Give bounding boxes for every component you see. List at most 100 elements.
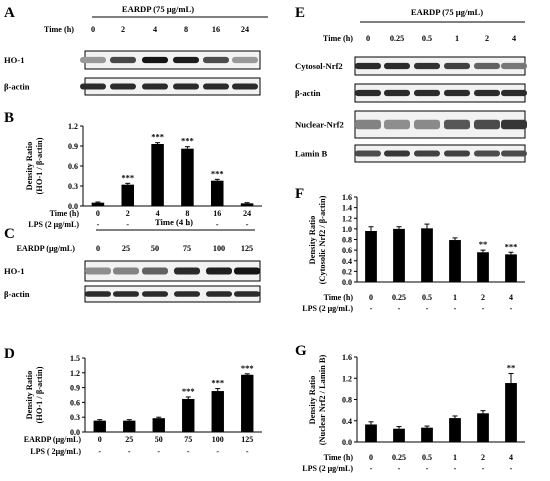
lps-label: - xyxy=(246,447,249,456)
lane-label: 16 xyxy=(212,25,220,34)
blot-header: Time (4 h) xyxy=(155,217,193,227)
blot-label: Nuclear-Nrf2 xyxy=(295,120,344,130)
lane-label: 2 xyxy=(121,25,125,34)
blot-band xyxy=(355,89,381,97)
blot-label: β-actin xyxy=(4,289,30,299)
lane-label: 125 xyxy=(241,244,253,253)
lps-row-label: LPS (2 μg/mL) xyxy=(302,464,353,473)
lane-label: 100 xyxy=(213,244,225,253)
x-tick-label: 4 xyxy=(509,293,513,302)
lps-label: - xyxy=(370,464,373,473)
y-tick-label: 1.2 xyxy=(68,122,78,131)
lane-label: 0 xyxy=(366,34,370,43)
blot-band xyxy=(203,56,229,64)
blot-band xyxy=(384,150,410,157)
bar xyxy=(152,418,165,432)
panel-a: A EARDP (75 μg/mL)Time (h) 0 2 4 8 16 24HO-1β-a… xyxy=(4,4,268,96)
bar xyxy=(421,228,433,282)
bar xyxy=(449,240,461,282)
blot-band xyxy=(234,291,260,297)
bar xyxy=(365,231,377,282)
y-tick-label: 0.9 xyxy=(68,142,78,151)
significance-label: *** xyxy=(121,172,134,182)
lane-label: 4 xyxy=(153,25,157,34)
significance-label: *** xyxy=(211,168,224,178)
blot-band xyxy=(474,62,500,70)
blot-band xyxy=(206,267,232,275)
significance-label: *** xyxy=(181,136,194,146)
lps-label: - xyxy=(187,447,190,456)
significance-label: *** xyxy=(151,132,164,142)
x-tick-label: 16 xyxy=(213,209,221,218)
lps-label: - xyxy=(128,447,131,456)
lps-label: - xyxy=(510,464,513,473)
bar xyxy=(421,427,433,442)
x-tick-label: 75 xyxy=(184,435,192,444)
y-tick-label: 0.3 xyxy=(70,413,80,422)
blot-band xyxy=(110,56,136,64)
blot-band xyxy=(384,62,410,70)
panel-d-chart: D 0.0 0.3 0.6 0.9 1.2 1.5 Density Ratio(HO-1 / … xyxy=(4,346,262,456)
significance-label: *** xyxy=(505,241,518,251)
y-axis-label-line: Density Ratio xyxy=(25,142,34,191)
y-axis-label-line: (HO-1 / β-actin) xyxy=(35,366,44,423)
lane-label: 50 xyxy=(151,244,159,253)
blot-band xyxy=(80,56,106,64)
blot-label: Lamin B xyxy=(295,149,328,159)
lane-label: 0 xyxy=(96,244,100,253)
bar xyxy=(393,428,405,442)
bar xyxy=(505,383,517,442)
lane-label: 0.5 xyxy=(422,34,432,43)
blot-header: EARDP (75 μg/mL) xyxy=(411,7,483,17)
x-tick-label: 0.5 xyxy=(422,453,432,462)
significance-label: *** xyxy=(241,363,254,373)
y-tick-label: 0.0 xyxy=(68,202,78,211)
bar xyxy=(505,254,517,282)
x-tick-label: 4 xyxy=(509,453,513,462)
lps-label: - xyxy=(482,464,485,473)
bar xyxy=(93,420,106,432)
blot-band xyxy=(355,62,381,70)
lps-label: - xyxy=(454,464,457,473)
lane-row-label: Time (h) xyxy=(44,25,74,34)
bar xyxy=(393,228,405,282)
blot-strip xyxy=(80,50,261,70)
blot-band xyxy=(444,89,470,97)
blot-strip xyxy=(354,110,527,139)
blot-band xyxy=(384,89,410,97)
significance-label: *** xyxy=(211,378,224,388)
y-axis-label-line: (Cytosolic Nrf2 / β-actin) xyxy=(318,195,327,284)
blot-band xyxy=(444,150,470,157)
blot-label: β-actin xyxy=(295,88,321,98)
blot-band xyxy=(355,150,381,157)
blot-band xyxy=(173,56,199,64)
blot-band xyxy=(384,119,410,130)
x-tick-label: 0 xyxy=(369,453,373,462)
blot-band xyxy=(85,267,111,275)
blot-label: Cytosol-Nrf2 xyxy=(295,61,343,71)
lps-label: - xyxy=(97,220,100,229)
y-axis-label-line: (Nuclear Nrf2 / Lamin B) xyxy=(318,355,327,446)
lps-label: - xyxy=(246,220,249,229)
lane-label: 1 xyxy=(455,34,459,43)
blot-strip xyxy=(354,83,527,103)
bar xyxy=(365,424,377,442)
bar xyxy=(151,144,164,206)
lps-label: - xyxy=(186,220,189,229)
x-tick-label: 8 xyxy=(185,209,189,218)
blot-band xyxy=(474,89,500,97)
y-axis-label: Density Ratio(Cytosolic Nrf2 / β-actin) xyxy=(308,195,327,284)
lps-row-label: LPS ( 2μg/mL) xyxy=(30,447,81,456)
y-tick-label: 0.3 xyxy=(68,182,78,191)
lane-label: 0.25 xyxy=(390,34,404,43)
blot-band xyxy=(113,291,139,297)
bar xyxy=(449,418,461,442)
x-tick-label: 125 xyxy=(241,435,253,444)
blot-band xyxy=(80,83,106,90)
x-row-label: EARDP (μg/mL) xyxy=(24,435,82,444)
y-tick-label: 0.0 xyxy=(342,278,352,287)
y-tick-label: 0.4 xyxy=(342,417,352,426)
blot-band xyxy=(501,150,527,157)
y-tick-label: 0.0 xyxy=(70,428,80,437)
